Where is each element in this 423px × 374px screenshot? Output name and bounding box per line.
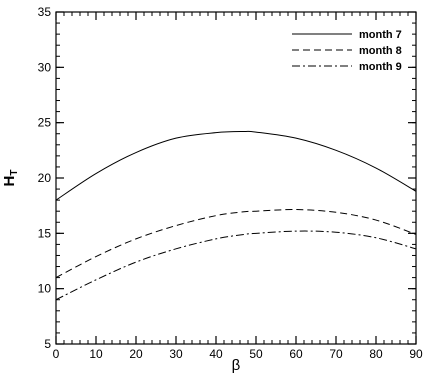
x-tick-label: 30 [169, 347, 183, 361]
x-tick-label: 80 [369, 347, 383, 361]
legend-label-2: month 8 [359, 45, 402, 57]
y-tick-label: 25 [38, 116, 52, 130]
y-axis-title: HT [1, 170, 20, 187]
y-axis-title-subscript: T [9, 170, 20, 176]
y-tick-label: 30 [38, 60, 52, 74]
x-axis-title: β [232, 357, 241, 374]
x-tick-label: 10 [89, 347, 103, 361]
legend-label-3: month 9 [359, 61, 402, 73]
series-line-2 [55, 209, 417, 279]
y-axis-title-main: H [1, 176, 18, 187]
x-tick-label: 20 [129, 347, 143, 361]
legend-label-1: month 7 [359, 29, 402, 41]
y-tick-label: 5 [44, 337, 51, 351]
x-tick-label: 40 [209, 347, 223, 361]
x-tick-label: 90 [409, 347, 423, 361]
series-layer [55, 130, 417, 301]
y-tick-label: 10 [38, 282, 52, 296]
x-tick-label: 60 [289, 347, 303, 361]
y-tick-label: 20 [38, 171, 52, 185]
series-line-3 [55, 230, 417, 301]
y-tick-label: 15 [38, 226, 52, 240]
x-tick-label: 0 [53, 347, 60, 361]
x-tick-label: 70 [329, 347, 343, 361]
series-line-1 [55, 130, 417, 201]
legend: month 7 month 8 month 9 [292, 29, 402, 73]
axes: 0 10 20 30 40 50 60 70 80 90 5 10 15 20 25 30 35 [38, 5, 423, 361]
x-tick-label: 50 [249, 347, 263, 361]
y-tick-label: 35 [38, 5, 52, 19]
